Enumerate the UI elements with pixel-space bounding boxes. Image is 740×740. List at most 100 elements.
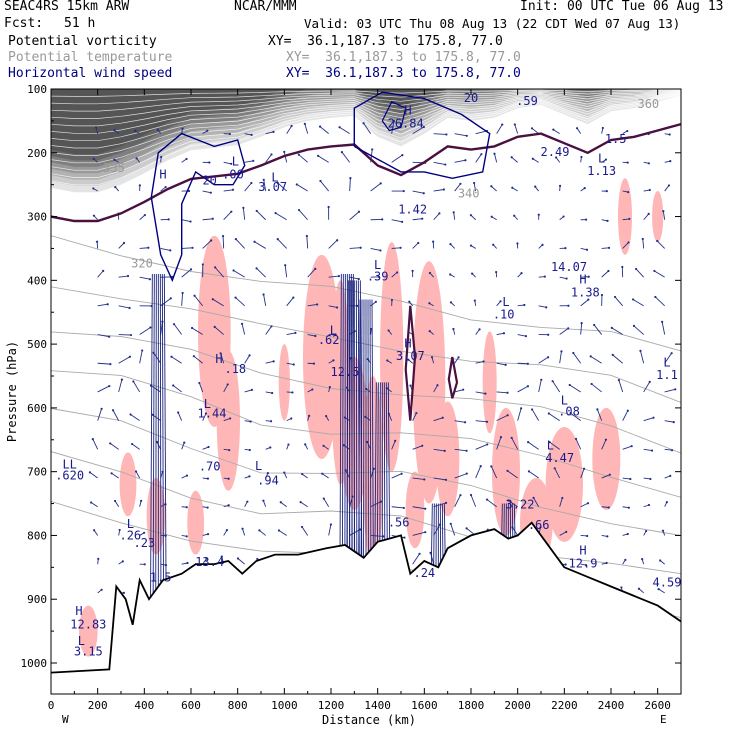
theta-strat-line [51,94,681,178]
wind-vector-head [187,189,191,193]
wind-vector-head [647,162,650,165]
wind-vector-head [606,219,609,223]
wind-vector [642,238,645,249]
wind-vector [156,441,162,450]
wind-vector-head [220,555,223,558]
wind-vector-head [524,335,528,338]
wind-vector [412,477,425,480]
wind-vector [286,362,294,365]
wind-vector-head [113,128,116,132]
wind-vector-head [415,411,418,415]
wind-vector-head [444,163,447,166]
wind-vector [259,530,266,536]
wind-vector [491,185,497,192]
wind-vector [532,158,539,163]
wind-vector [277,182,287,192]
wind-vector [242,207,246,220]
extremum-label: .94 [257,473,279,487]
wind-vector [198,382,204,393]
wind-vector [97,408,103,421]
wind-vector-head [109,363,112,366]
wind-vector [475,443,488,450]
wind-vector [202,218,213,221]
wind-vector-head [102,269,105,272]
wind-vector [341,151,351,163]
wind-vector-head [499,436,503,439]
wind-vector-head [148,278,152,281]
wind-vector [244,160,254,163]
wind-vector-head [228,132,231,136]
legend-wind-xy: XY= 36.1,187.3 to 175.8, 77.0 [286,66,521,81]
wind-vector-head [255,267,258,270]
extremum-label: 26.84 [388,116,424,130]
wind-vector-head [564,247,567,250]
wind-vector [559,351,562,364]
wind-vector [412,242,419,249]
wind-vector-head [241,527,244,530]
wind-vector-head [92,214,96,217]
wind-vector [286,297,294,307]
wind-vector [286,125,292,134]
wind-vector [554,468,561,479]
wind-vector [643,448,653,452]
wind-vector-head [206,533,210,536]
wind-vector [97,303,108,307]
wind-vector [317,155,329,163]
wind-vector-head [531,157,534,160]
wind-vector [363,123,372,134]
extremum-label: 1.5 [605,132,627,146]
wind-vector [511,156,518,163]
wind-vector-head [381,218,384,221]
wind-vector-head [495,270,498,274]
wind-vector-head [193,294,196,297]
wind-vector-head [111,409,115,412]
wind-vector [622,242,629,249]
wind-vector [114,500,120,507]
extremum-label: 12.83 [70,618,106,632]
negative-pv-patch [405,471,425,549]
wind-vector-head [371,148,374,151]
wind-vector [430,552,435,565]
wind-vector [181,442,185,450]
extremum-label: 14.07 [551,260,587,274]
negative-pv-patch [436,401,460,517]
wind-vector-head [141,349,144,352]
wind-vector-head [428,271,432,275]
wind-vector [391,272,398,278]
x-tick-label: 2000 [504,699,531,712]
wind-vector [277,238,287,249]
wind-vector-head [493,152,496,155]
plot-frame [50,88,682,695]
wind-vector-head [258,529,261,532]
wind-vector [328,305,338,308]
wind-vector [284,265,288,278]
wind-vector-head [400,472,403,475]
wind-vector [388,413,393,421]
wind-vector-head [269,420,273,423]
wind-vector-head [561,496,564,500]
terrain-line [51,521,681,674]
negative-pv-patch [119,452,137,517]
wind-vector [263,179,267,192]
extremum-label: H [75,604,82,618]
wind-vector-head [219,352,222,355]
wind-vector-head [586,534,589,538]
wind-vector-head [156,128,159,131]
wind-vector [118,275,129,278]
wind-vector-head [527,470,531,473]
theta-strat-line [51,92,681,149]
wind-vector-head [548,441,551,444]
wind-vector-head [510,156,513,159]
wind-vector-head [650,449,654,452]
wind-vector-head [520,407,523,410]
wind-vector [193,355,203,364]
wind-vector-head [511,186,514,189]
wind-vector-head [297,153,300,156]
wind-vector-head [270,153,273,156]
wind-vector-head [580,322,583,325]
wind-vector [580,323,583,335]
wind-vector-head [185,535,188,538]
wind-vector-head [143,213,146,217]
wind-vector-head [190,326,194,330]
